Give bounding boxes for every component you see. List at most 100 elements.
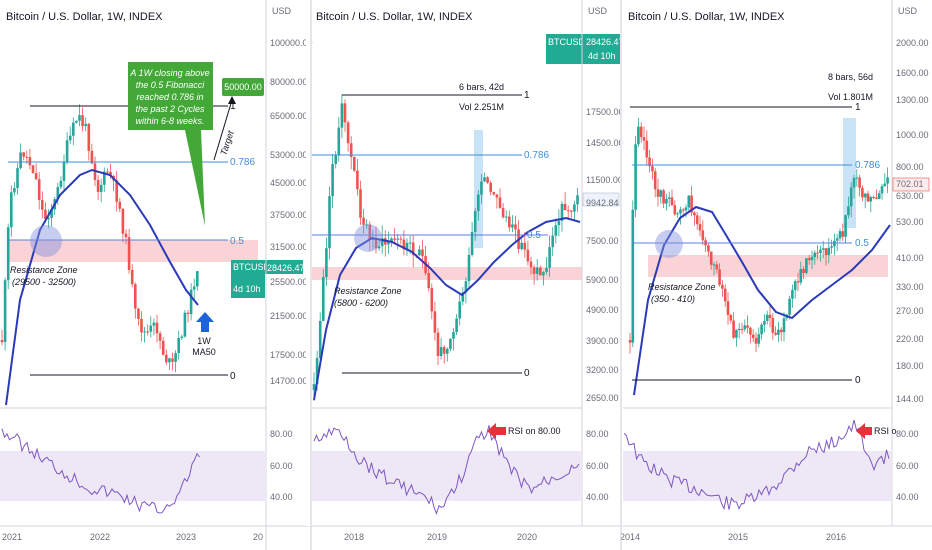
y-tick-label: 100000.00	[270, 38, 313, 48]
candle-body	[189, 289, 193, 315]
ma-label-1: 1W	[197, 336, 211, 346]
candle-body	[353, 156, 356, 171]
candle-body	[760, 324, 763, 335]
price-tag-symbol: BTCUSD	[233, 262, 271, 272]
candle-body	[693, 212, 696, 216]
candle-body	[356, 170, 359, 190]
y-tick-label: 80000.00	[270, 77, 308, 87]
ma-arrow-icon	[196, 312, 214, 332]
candle-body	[331, 163, 334, 197]
candle-body	[134, 284, 137, 309]
candle-body	[359, 189, 362, 218]
fib-0786-label: 0.786	[230, 157, 255, 168]
callout-box	[128, 62, 213, 226]
callout-line-4: the past 2 Cycles	[135, 104, 205, 114]
y-tick-label: 702.01	[896, 179, 924, 189]
candle-body	[430, 288, 434, 312]
zone-label: Resistance Zone	[10, 265, 78, 275]
candle-body	[186, 312, 190, 315]
candle-body	[393, 238, 396, 240]
last-price-box-3	[892, 177, 930, 192]
candle-body	[158, 333, 162, 341]
y-tick-label: 4900.00	[586, 305, 619, 315]
y-tick-label: 144.00	[896, 394, 924, 404]
x-tick-label: 2023	[176, 532, 196, 542]
candle-body	[127, 237, 131, 270]
candle-body	[467, 254, 471, 282]
candle-body	[563, 203, 567, 211]
candle-body	[56, 187, 60, 200]
candle-body	[449, 338, 452, 349]
candle-body	[863, 193, 867, 198]
rsi-band-3	[622, 451, 892, 501]
y-tick-label: 270.00	[896, 306, 924, 316]
candle-body	[124, 233, 128, 238]
rsi-tick-label: 80.00	[896, 429, 919, 439]
candle-body	[396, 238, 399, 240]
ma50-line	[5, 168, 199, 406]
rsi-tick-label: 80.00	[586, 429, 609, 439]
candle-body	[684, 207, 688, 211]
candle-body	[315, 358, 319, 385]
candle-body	[557, 220, 561, 226]
y-tick-label: 1000.00	[896, 130, 929, 140]
candle-body	[50, 209, 53, 218]
x-tick-label: 2020	[517, 532, 537, 542]
candle-body	[639, 126, 643, 138]
candle-body	[746, 325, 749, 328]
y-tick-label: 330.00	[896, 282, 924, 292]
candle-body	[62, 162, 66, 181]
candle-body	[855, 177, 859, 179]
candle-body	[312, 384, 316, 390]
candle-body	[869, 197, 873, 202]
candle-body	[177, 338, 180, 354]
x-tick-label: 2014	[620, 532, 640, 542]
y-unit-2: USD	[588, 6, 608, 16]
rsi-note-2: RSI on 80.00	[508, 426, 561, 436]
zone-range-2: (5800 - 6200)	[334, 298, 388, 308]
candle-body	[529, 261, 533, 268]
candle-body	[718, 269, 721, 285]
candle-body	[103, 171, 106, 185]
candles-panel-2	[312, 94, 579, 401]
candle-body	[701, 230, 705, 241]
candle-body	[318, 320, 322, 359]
candle-body	[793, 281, 797, 291]
x-tick-label: 2021	[2, 532, 22, 542]
zone-range-3: (350 - 410)	[651, 294, 695, 304]
fib-0-label-2: 0	[524, 368, 530, 379]
candle-body	[715, 264, 719, 270]
candle-body	[171, 358, 174, 362]
candle-body	[707, 245, 710, 252]
candle-body	[180, 336, 184, 339]
y-tick-label: 2000.00	[896, 38, 929, 48]
candle-body	[411, 242, 415, 256]
candle-body	[548, 247, 551, 268]
candle-body	[805, 258, 808, 273]
x-tick-label: 2019	[427, 532, 447, 542]
candle-body	[78, 115, 81, 121]
candle-body	[539, 267, 542, 276]
resistance-zone	[8, 240, 258, 262]
candle-body	[31, 165, 35, 174]
candle-body	[334, 155, 337, 164]
candle-body	[489, 182, 492, 192]
candle-body	[535, 267, 539, 274]
candle-body	[365, 224, 368, 226]
candle-body	[13, 188, 16, 193]
candle-body	[90, 150, 94, 164]
candle-body	[779, 329, 783, 333]
candle-body	[75, 120, 78, 123]
candle-body	[458, 301, 461, 319]
candle-body	[532, 267, 536, 274]
rsi-tick-label: 60.00	[270, 461, 293, 471]
x-tick-label: 20	[253, 532, 263, 542]
candle-body	[346, 122, 350, 144]
candle-body	[374, 237, 378, 249]
measure-vol-2: Vol 2.251M	[459, 102, 504, 112]
fib-1-label-3: 1	[855, 102, 861, 113]
candle-body	[433, 311, 437, 333]
candle-body	[455, 318, 458, 332]
candle-body	[439, 347, 443, 357]
